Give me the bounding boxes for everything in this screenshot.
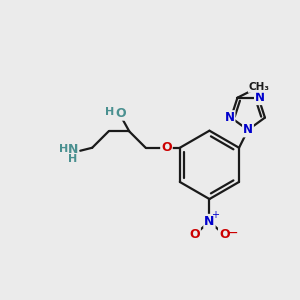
- Text: H: H: [68, 154, 77, 164]
- Text: O: O: [219, 228, 230, 241]
- Text: +: +: [211, 210, 219, 220]
- Text: O: O: [189, 228, 200, 241]
- Text: N: N: [68, 143, 78, 156]
- Text: H: H: [105, 107, 114, 117]
- Text: H: H: [59, 144, 68, 154]
- Text: −: −: [227, 226, 239, 240]
- Text: N: N: [243, 123, 253, 136]
- Text: N: N: [204, 215, 214, 228]
- Text: N: N: [255, 91, 265, 104]
- Text: O: O: [115, 107, 126, 120]
- Text: O: O: [161, 141, 172, 154]
- Text: CH₃: CH₃: [248, 82, 269, 92]
- Text: N: N: [224, 111, 235, 124]
